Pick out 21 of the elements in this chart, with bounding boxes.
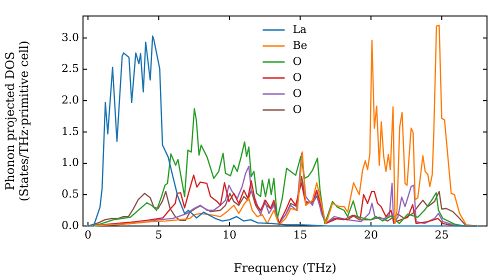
x-tick-label: 25: [434, 228, 449, 242]
y-axis-title: Phonon projected DOS (States/THz·primitive cell): [3, 40, 31, 202]
x-tick-label: 0: [84, 228, 92, 242]
y-tick-label: 1.5: [62, 124, 79, 138]
x-tick-label: 15: [293, 228, 308, 242]
y-tick-label: 0.5: [62, 188, 79, 201]
legend-label: Be: [292, 38, 308, 52]
legend-label: O: [292, 102, 302, 116]
legend-label: O: [292, 54, 302, 68]
legend-label: La: [292, 22, 308, 36]
y-tick-label: 2.0: [62, 93, 79, 106]
y-tick-label: 0.0: [62, 218, 79, 232]
x-tick-label: 5: [155, 228, 162, 242]
y-tick-label: 2.5: [62, 62, 79, 76]
legend-label: O: [292, 70, 302, 84]
x-tick-label: 10: [222, 228, 236, 242]
legend-label: O: [292, 86, 302, 100]
y-tick-label: 1.0: [62, 156, 79, 170]
x-tick-label: 20: [364, 228, 378, 242]
y-tick-label: 3.0: [62, 30, 79, 44]
x-axis-title: Frequency (THz): [234, 260, 336, 275]
